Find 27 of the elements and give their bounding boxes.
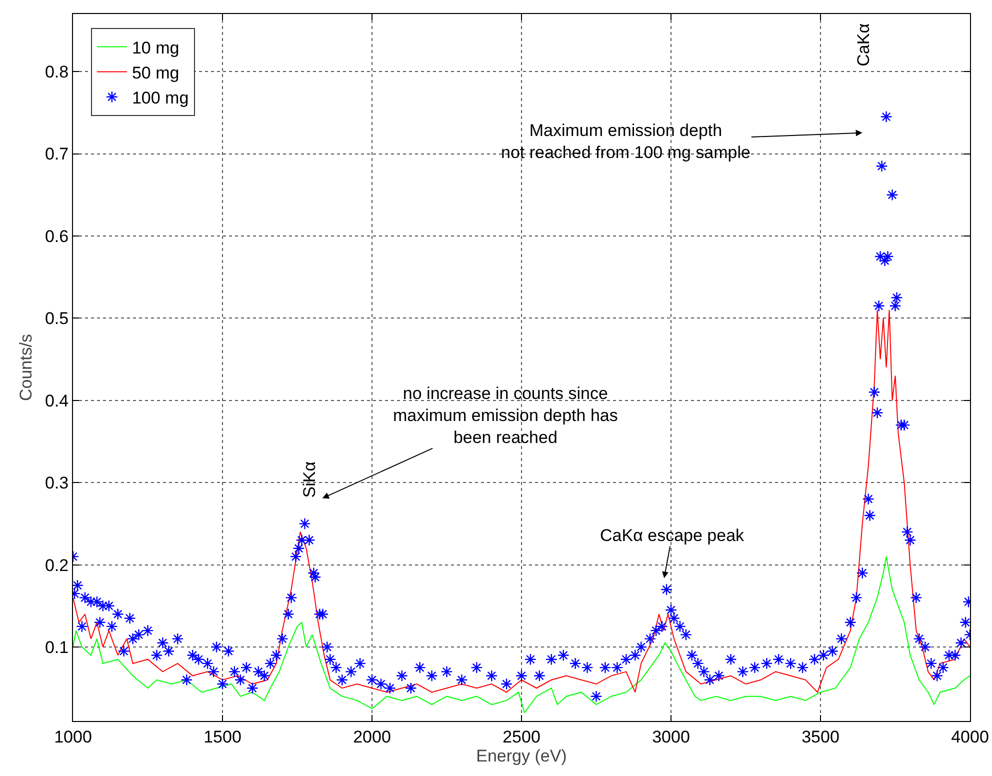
y-tick-label: 0.3 xyxy=(44,474,69,493)
x-tick-label: 2000 xyxy=(353,727,391,746)
x-tick-label: 3000 xyxy=(652,727,690,746)
annotation: Maximum emission depth not reached from 100 mg sample xyxy=(501,121,750,162)
y-tick-label: 0.7 xyxy=(44,144,69,164)
x-tick-label: 2500 xyxy=(502,727,540,746)
y-axis-title: Counts/s xyxy=(16,334,36,402)
y-tick-label: 0.8 xyxy=(44,62,69,82)
x-tick-label: 4000 xyxy=(951,727,989,746)
legend-label: 50 mg xyxy=(132,63,180,82)
y-tick-label: 0.6 xyxy=(44,226,69,246)
y-tick-label: 0.4 xyxy=(44,391,69,410)
annotation: CaKα xyxy=(854,23,874,66)
line-series xyxy=(73,309,970,693)
y-tick-label: 0.1 xyxy=(44,638,69,657)
x-axis-title: Energy (eV) xyxy=(476,746,567,766)
annotation: no increase in counts since maximum emission depth has been reached xyxy=(393,384,618,448)
x-tick-label: 1000 xyxy=(54,727,92,746)
x-tick-label: 3500 xyxy=(802,727,840,746)
annotation: SiKα xyxy=(300,461,319,498)
y-tick-label: 0.2 xyxy=(44,556,69,575)
line-series xyxy=(73,556,970,714)
legend-label: 100 mg xyxy=(132,88,189,108)
y-tick-label: 0.5 xyxy=(44,309,69,328)
x-tick-label: 1500 xyxy=(204,727,242,746)
annotation: CaKα escape peak xyxy=(600,526,745,545)
legend-label: 10 mg xyxy=(132,38,180,58)
